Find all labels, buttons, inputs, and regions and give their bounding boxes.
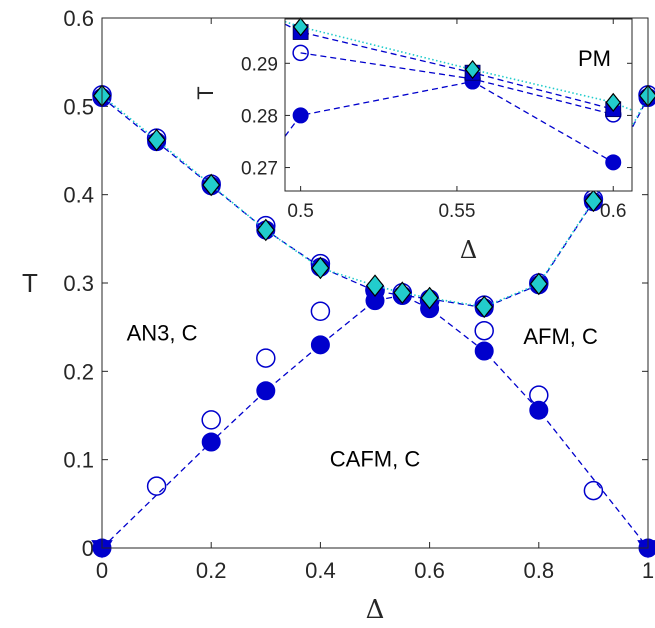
y-tick-label: 0.1	[63, 448, 94, 473]
series-4-point	[311, 256, 330, 280]
y-tick-label: 0.6	[63, 6, 94, 31]
series-3-point	[464, 59, 481, 80]
series-4-point	[420, 286, 439, 310]
series-3-point	[201, 432, 221, 452]
series-4-point	[147, 128, 166, 152]
inset-background	[285, 19, 632, 191]
y-tick-label: 0.3	[63, 271, 94, 296]
series-3-point	[605, 92, 621, 112]
region-label: AN3, C	[127, 320, 198, 345]
inset-y-axis-title: T	[193, 86, 218, 99]
region-label: AFM, C	[523, 324, 598, 349]
region-label: CAFM, C	[330, 447, 421, 472]
series-3-line	[284, 20, 633, 111]
inset-x-tick-label: 0.6	[600, 201, 626, 222]
x-tick-label: 0.2	[196, 558, 227, 583]
inset-y-tick-label: 0.29	[241, 54, 278, 75]
series-3-point	[256, 381, 276, 401]
series-3	[284, 17, 633, 112]
series-4-point	[475, 295, 494, 319]
series-2-point	[310, 301, 331, 322]
inset-pm-label: PM	[578, 46, 611, 71]
inset-y-tick-label: 0.27	[241, 159, 278, 180]
series-4-point	[256, 218, 275, 242]
series-4-point	[365, 274, 385, 297]
x-axis-title: Δ	[366, 595, 385, 625]
series-0-point	[605, 154, 622, 171]
y-axis-title: T	[22, 268, 38, 298]
series-0-line	[101, 96, 649, 309]
series-4-point	[202, 173, 221, 197]
inset-x-axis-title: Δ	[460, 236, 477, 264]
x-tick-label: 0.4	[305, 558, 336, 583]
series-0-line	[284, 80, 614, 163]
inset-x-tick-label: 0.5	[287, 201, 313, 222]
series-4	[92, 84, 655, 319]
series-0-point	[292, 107, 309, 124]
main-plot-frame	[101, 17, 649, 549]
series-4-point	[529, 272, 548, 296]
series-4-point	[584, 189, 603, 213]
y-tick-label: 0.2	[63, 359, 94, 384]
x-tick-label: 1	[642, 558, 654, 583]
x-tick-label: 0	[96, 558, 108, 583]
series-4-line	[101, 95, 649, 308]
y-tick-label: 0.4	[63, 183, 94, 208]
series-3-line	[101, 294, 649, 549]
y-tick-label: 0.5	[63, 94, 94, 119]
series-3-point	[474, 341, 494, 361]
series-2-point	[201, 410, 221, 430]
series-2-line	[284, 23, 614, 110]
inset-y-tick-label: 0.28	[241, 106, 278, 127]
x-tick-label: 0.6	[414, 558, 445, 583]
series-2-point	[146, 476, 167, 496]
y-tick-label: 0	[82, 536, 94, 561]
inset-frame	[284, 18, 633, 192]
series-4-point	[393, 281, 412, 305]
series-2-point	[256, 348, 276, 368]
inset-x-tick-label: 0.55	[438, 201, 475, 222]
series-2-point	[583, 480, 604, 501]
series-3-point	[310, 335, 330, 355]
series-2-point	[474, 320, 494, 341]
series-1-point	[292, 44, 309, 62]
x-tick-label: 0.8	[524, 558, 555, 583]
inset-plot: 0.5 0.55 0.6 0.27 0.28 0.29 Δ T PM	[193, 17, 633, 264]
series-3-point	[529, 400, 549, 420]
series-3-point	[292, 17, 309, 37]
